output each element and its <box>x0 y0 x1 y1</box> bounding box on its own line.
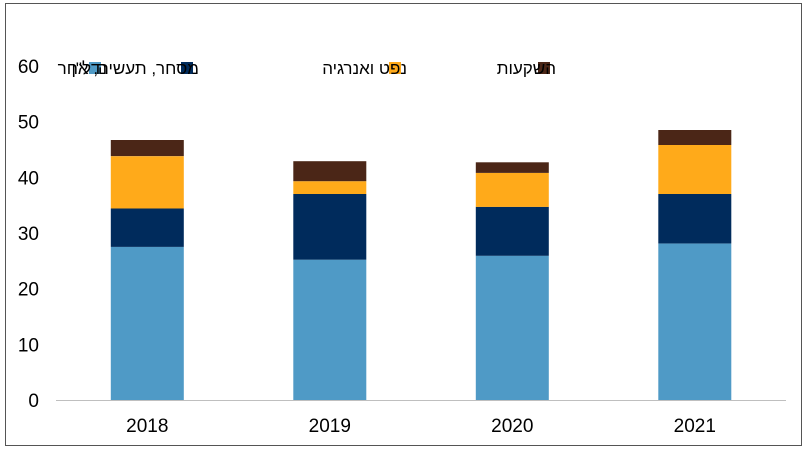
y-tick-label: 20 <box>18 280 39 301</box>
legend-label: נדל"ן <box>72 59 108 78</box>
bar-segment <box>475 206 549 256</box>
x-tick-label: 2019 <box>309 416 351 437</box>
bars <box>110 130 732 400</box>
bar-segment <box>658 145 732 194</box>
bar-segment <box>658 130 732 145</box>
bar-segment <box>293 161 367 182</box>
x-axis-ticks: 2018 2019 2020 2021 <box>126 416 716 437</box>
legend-label: מסחר, תעשיה, אחר <box>58 59 199 78</box>
bar-segment <box>110 208 184 247</box>
bar-segment <box>110 140 184 157</box>
bar-segment <box>475 162 549 173</box>
bar-segment <box>110 246 184 400</box>
legend-swatch <box>181 62 193 74</box>
bar-segment <box>293 194 367 260</box>
y-tick-label: 40 <box>18 168 39 189</box>
x-tick-label: 2020 <box>491 416 533 437</box>
y-tick-label: 0 <box>28 391 39 412</box>
y-tick-label: 60 <box>18 57 39 78</box>
bar-segment <box>475 172 549 207</box>
bar-segment <box>293 181 367 194</box>
bar-segment <box>293 259 367 400</box>
bar-segment <box>110 156 184 209</box>
legend-swatch <box>389 62 401 74</box>
y-axis-ticks: 0 10 20 30 40 50 60 <box>18 57 39 412</box>
y-tick-label: 50 <box>18 113 39 134</box>
bar-segment <box>658 194 732 244</box>
y-tick-label: 10 <box>18 335 39 356</box>
y-tick-label: 30 <box>18 224 39 245</box>
bar-segment <box>658 243 732 400</box>
legend-label: נפט ואנרגיה <box>322 59 407 78</box>
bar-segment <box>475 255 549 400</box>
legend-label: השקעות <box>497 59 556 78</box>
x-tick-label: 2018 <box>126 416 168 437</box>
legend-swatch <box>89 62 101 74</box>
x-tick-label: 2021 <box>674 416 716 437</box>
legend-swatch <box>538 62 550 74</box>
